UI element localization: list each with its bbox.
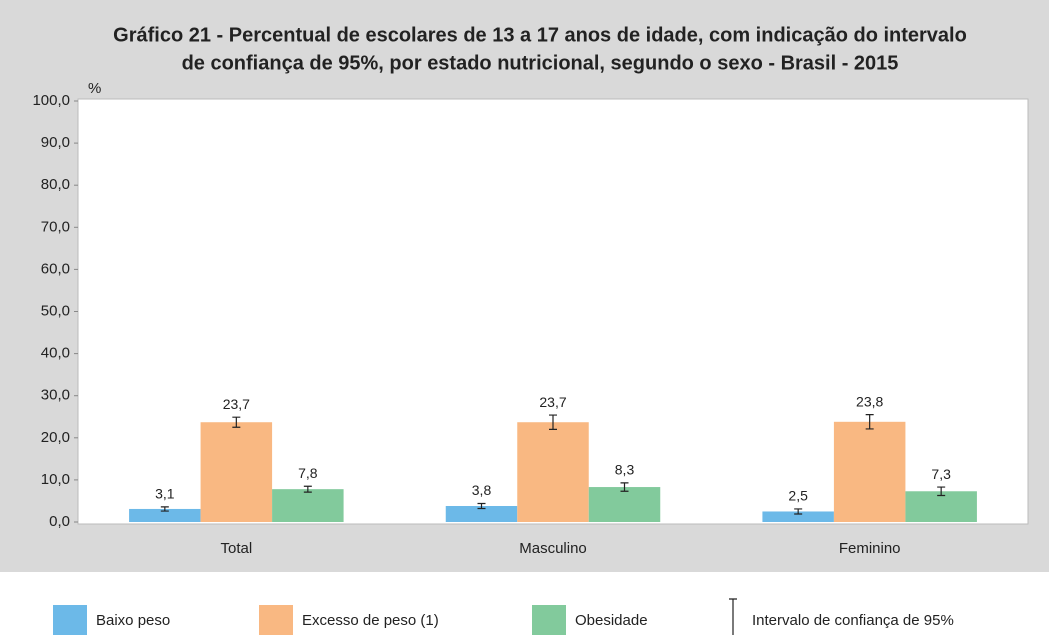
bar: [272, 489, 344, 522]
legend-error-icon: [729, 598, 737, 635]
y-tick-label: 60,0: [41, 260, 70, 277]
bar: [129, 508, 201, 522]
legend-label: Intervalo de confiança de 95%: [752, 612, 954, 629]
data-label: 3,8: [472, 482, 492, 498]
y-tick-label: 70,0: [41, 218, 70, 235]
y-tick-label: 80,0: [41, 176, 70, 193]
y-tick-label: 50,0: [41, 302, 70, 319]
legend-label: Obesidade: [575, 612, 648, 629]
error-bar: [232, 416, 241, 428]
error-bar: [160, 506, 169, 512]
legend-label: Baixo peso: [96, 612, 170, 629]
legend-swatch: [259, 605, 293, 635]
y-tick-label: 40,0: [41, 345, 70, 362]
bar: [833, 421, 906, 522]
data-label: 3,1: [155, 486, 175, 502]
chart-title: Gráfico 21 - Percentual de escolares de …: [113, 24, 967, 46]
error-bar: [865, 414, 874, 430]
data-label: 7,3: [931, 466, 951, 482]
error-bar: [937, 486, 946, 497]
bar: [762, 511, 834, 522]
x-tick-label: Total: [220, 540, 252, 557]
error-bar: [620, 482, 629, 492]
y-tick-label: 10,0: [41, 471, 70, 488]
data-label: 23,8: [856, 393, 883, 409]
y-tick-label: 100,0: [32, 92, 70, 109]
y-unit: %: [88, 80, 101, 97]
bar: [200, 422, 273, 522]
data-label: 23,7: [223, 396, 250, 412]
x-tick-label: Feminino: [839, 540, 901, 557]
bar: [905, 491, 977, 522]
bar: [588, 487, 661, 522]
y-tick-label: 0,0: [49, 513, 70, 530]
legend-label: Excesso de peso (1): [302, 612, 439, 629]
x-tick-label: Masculino: [519, 540, 587, 557]
error-bar: [303, 485, 312, 493]
error-bar: [549, 414, 557, 430]
error-bar: [794, 508, 803, 515]
data-label: 2,5: [788, 488, 808, 504]
data-label: 8,3: [615, 462, 635, 478]
y-tick-label: 20,0: [41, 429, 70, 446]
chart-title: de confiança de 95%, por estado nutricio…: [182, 52, 899, 74]
error-bar: [477, 502, 486, 510]
data-label: 23,7: [539, 394, 566, 410]
y-tick-label: 30,0: [41, 387, 70, 404]
bar: [517, 422, 589, 522]
data-label: 7,8: [298, 465, 318, 481]
legend-swatch: [532, 605, 566, 635]
legend-swatch: [53, 605, 87, 635]
bar: [445, 506, 518, 522]
y-tick-label: 90,0: [41, 134, 70, 151]
